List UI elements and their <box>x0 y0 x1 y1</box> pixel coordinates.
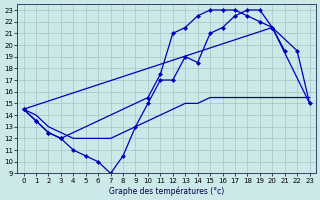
X-axis label: Graphe des températures (°c): Graphe des températures (°c) <box>109 186 224 196</box>
